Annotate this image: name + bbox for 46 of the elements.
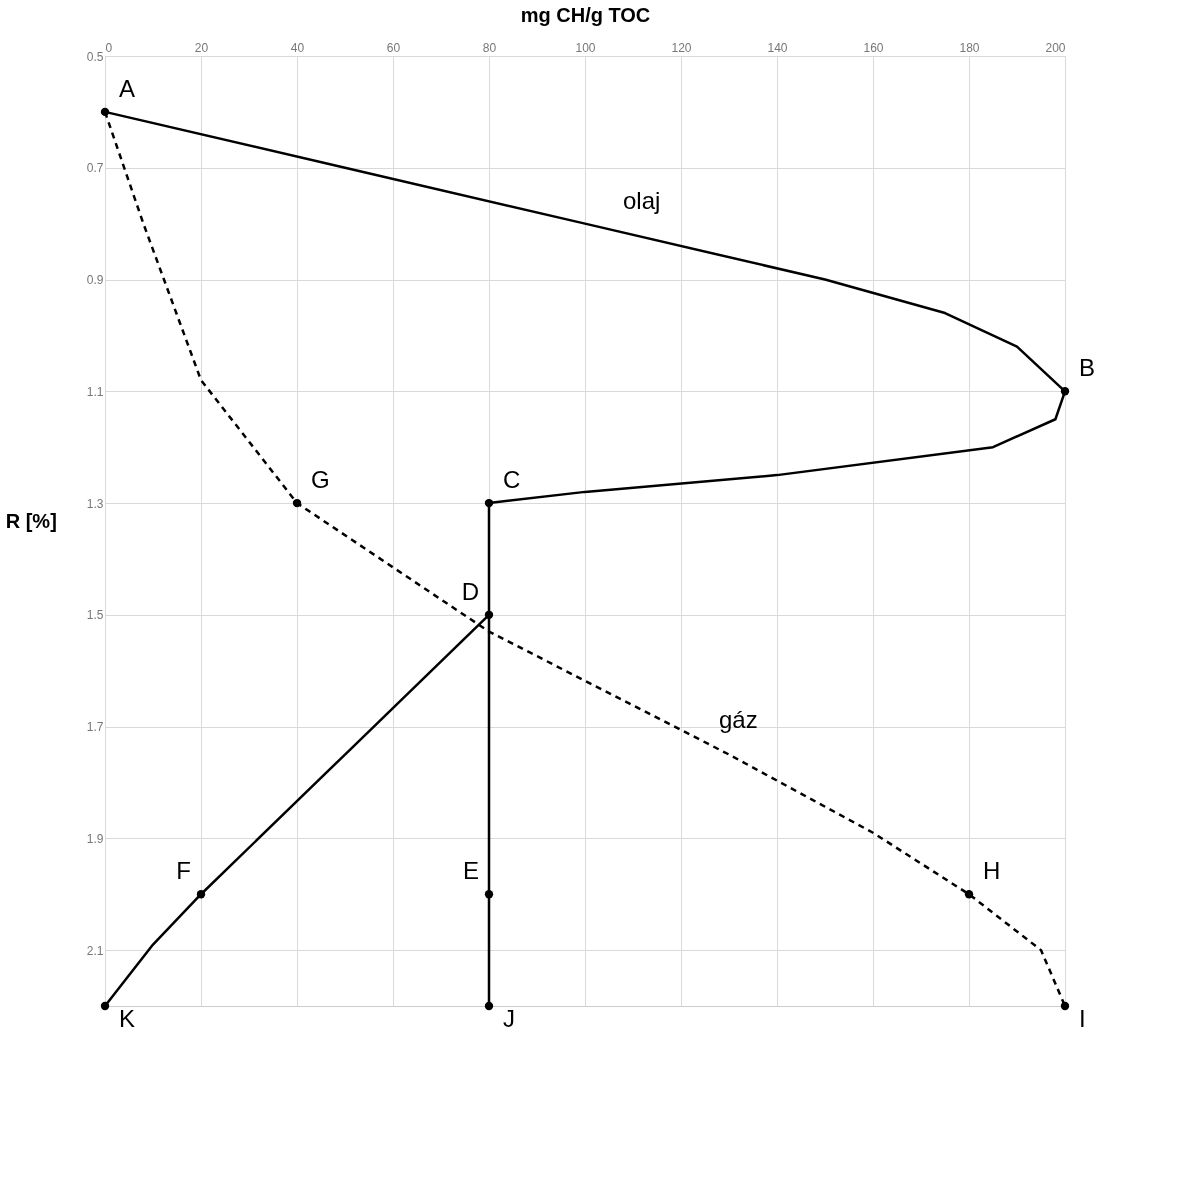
x-tick-label: 0 — [105, 40, 113, 55]
annotation: gáz — [719, 706, 758, 734]
x-tick-label: 120 — [671, 40, 692, 55]
x-axis-title: mg CH/g TOC — [520, 3, 651, 26]
y-tick-label: 0.9 — [86, 273, 104, 288]
point — [964, 890, 974, 899]
annotation: J — [503, 1005, 515, 1032]
x-tick-label: 180 — [959, 40, 980, 55]
x-tick-label: 100 — [575, 40, 596, 55]
point — [292, 498, 302, 508]
annotation: olaj — [623, 186, 661, 214]
annotation: E — [462, 857, 479, 885]
annotation: F — [176, 857, 191, 885]
x-tick-label: 40 — [290, 40, 305, 55]
y-tick-label: 2.1 — [86, 943, 104, 958]
point — [1060, 387, 1070, 396]
x-tick-label: 60 — [386, 40, 401, 55]
y-tick-label: 1.5 — [86, 608, 104, 623]
y-axis-title: R [%] — [5, 509, 57, 532]
y-tick-label: 1.7 — [86, 720, 104, 735]
annotation: B — [1079, 354, 1096, 382]
annotation: G — [311, 466, 330, 494]
point — [484, 1001, 494, 1011]
x-tick-label: 200 — [1045, 40, 1066, 55]
point — [1060, 1001, 1070, 1011]
point — [484, 498, 494, 508]
annotation: K — [119, 1005, 136, 1032]
y-tick-label: 1.1 — [86, 384, 104, 399]
annotation: H — [983, 857, 1001, 885]
y-tick-label: 0.5 — [86, 49, 104, 64]
y-tick-label: 1.9 — [86, 831, 104, 846]
y-tick-label: 1.3 — [86, 496, 104, 511]
x-tick-label: 80 — [482, 40, 497, 55]
y-tick-label: 0.7 — [86, 161, 104, 176]
annotation: D — [461, 577, 479, 605]
annotation: C — [503, 466, 521, 494]
point — [484, 890, 494, 899]
point — [196, 890, 206, 899]
x-tick-label: 20 — [194, 40, 209, 55]
annotation: I — [1079, 1005, 1086, 1032]
point — [100, 107, 110, 117]
x-tick-label: 160 — [863, 40, 884, 55]
point — [484, 610, 494, 619]
annotation: A — [119, 74, 136, 102]
x-tick-label: 140 — [767, 40, 788, 55]
point — [100, 1001, 110, 1011]
